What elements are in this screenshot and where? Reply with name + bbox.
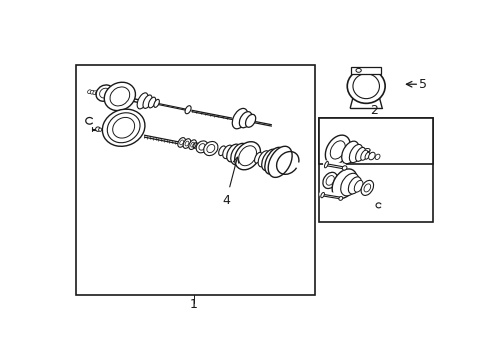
Ellipse shape (325, 176, 334, 185)
Ellipse shape (116, 112, 129, 143)
Ellipse shape (347, 177, 361, 194)
Ellipse shape (123, 113, 136, 145)
Ellipse shape (348, 144, 362, 163)
Ellipse shape (374, 154, 379, 159)
Ellipse shape (352, 74, 379, 99)
Ellipse shape (121, 113, 134, 144)
Ellipse shape (98, 92, 102, 95)
Ellipse shape (238, 146, 256, 166)
Ellipse shape (203, 141, 218, 156)
Ellipse shape (258, 151, 269, 167)
Ellipse shape (342, 166, 346, 170)
Ellipse shape (100, 88, 110, 98)
Ellipse shape (245, 114, 255, 127)
Ellipse shape (142, 95, 152, 108)
Ellipse shape (355, 147, 365, 161)
Ellipse shape (113, 111, 126, 143)
Ellipse shape (148, 97, 155, 108)
Ellipse shape (112, 117, 134, 138)
Ellipse shape (346, 69, 385, 103)
Ellipse shape (125, 113, 139, 145)
Text: 4: 4 (222, 194, 229, 207)
Ellipse shape (87, 90, 91, 94)
Ellipse shape (232, 108, 247, 129)
Ellipse shape (118, 112, 131, 144)
Ellipse shape (340, 173, 358, 196)
Ellipse shape (178, 138, 185, 147)
Ellipse shape (95, 91, 99, 95)
Ellipse shape (190, 142, 194, 147)
Ellipse shape (329, 141, 345, 159)
Ellipse shape (102, 109, 144, 146)
Text: 5: 5 (418, 78, 426, 91)
Ellipse shape (93, 91, 97, 95)
Ellipse shape (199, 144, 205, 150)
Bar (76, 66, 314, 296)
Ellipse shape (320, 193, 324, 198)
Ellipse shape (196, 141, 207, 153)
Ellipse shape (230, 143, 247, 165)
Ellipse shape (90, 90, 94, 94)
Ellipse shape (218, 146, 225, 156)
Ellipse shape (264, 147, 284, 174)
Ellipse shape (96, 127, 100, 131)
Ellipse shape (137, 93, 148, 109)
Text: 3: 3 (363, 147, 370, 160)
Ellipse shape (110, 87, 129, 106)
Ellipse shape (325, 135, 349, 165)
Ellipse shape (107, 113, 140, 143)
Ellipse shape (254, 152, 261, 163)
Bar (318, 118, 432, 222)
Text: 1: 1 (189, 298, 197, 311)
Ellipse shape (368, 152, 374, 160)
Ellipse shape (222, 145, 233, 158)
Ellipse shape (331, 169, 356, 198)
Bar (318, 118, 432, 164)
Ellipse shape (226, 144, 240, 162)
Ellipse shape (261, 149, 277, 171)
Ellipse shape (99, 128, 102, 131)
Ellipse shape (104, 82, 135, 111)
Text: 2: 2 (369, 104, 377, 117)
Ellipse shape (363, 184, 370, 192)
Ellipse shape (184, 141, 188, 146)
Ellipse shape (183, 139, 190, 148)
Ellipse shape (324, 161, 327, 168)
Ellipse shape (188, 140, 196, 149)
Ellipse shape (180, 140, 183, 145)
Circle shape (355, 68, 361, 72)
Ellipse shape (360, 180, 373, 195)
Ellipse shape (108, 110, 122, 142)
Ellipse shape (353, 180, 362, 192)
Ellipse shape (360, 150, 367, 160)
Ellipse shape (341, 141, 358, 164)
Bar (350, 67, 381, 74)
Ellipse shape (234, 142, 260, 170)
Ellipse shape (184, 106, 191, 114)
Ellipse shape (338, 197, 342, 200)
Ellipse shape (267, 146, 291, 177)
Ellipse shape (96, 85, 113, 101)
Ellipse shape (239, 112, 251, 128)
Ellipse shape (154, 99, 159, 107)
Ellipse shape (206, 144, 214, 153)
Ellipse shape (111, 111, 124, 143)
Ellipse shape (322, 172, 337, 189)
Ellipse shape (364, 152, 369, 159)
